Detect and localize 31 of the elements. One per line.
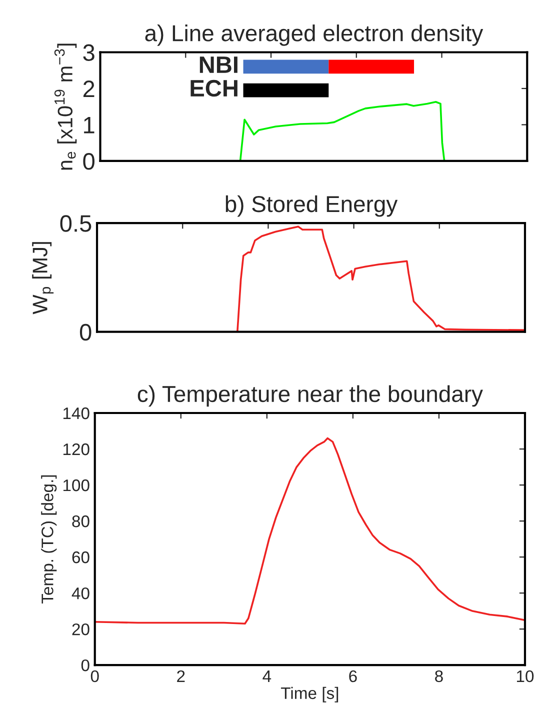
- x-tick-label: 6: [349, 670, 357, 682]
- series-label: ECH: [190, 80, 238, 97]
- y-tick-label: 3: [83, 44, 94, 62]
- y-axis-title: W$_{p}$ [MJ]: [32, 242, 54, 314]
- y-tick-label: 0: [83, 153, 94, 170]
- y-tick-label: 80: [72, 515, 90, 528]
- y-axis-title: Temp. (TC) [deg.]: [41, 475, 57, 604]
- y-tick-label: 1: [84, 117, 94, 134]
- line-series: [236, 226, 525, 332]
- y-tick-label: 0.5: [60, 215, 92, 232]
- y-tick-label: 20: [72, 623, 90, 636]
- y-tick-label: 40: [72, 587, 90, 600]
- chart-title: c) Temperature near the boundary: [138, 385, 483, 407]
- y-tick-label: 60: [72, 551, 90, 564]
- y-tick-label: 0: [81, 659, 90, 672]
- chart-title: a) Line averaged electron density: [145, 24, 484, 46]
- line-series: [239, 100, 446, 161]
- line-series: [94, 437, 525, 625]
- y-tick-label: 120: [63, 443, 90, 456]
- x-tick-label: 4: [262, 670, 272, 682]
- chart-title: b) Stored Energy: [226, 195, 398, 217]
- y-tick-label: 0: [80, 324, 92, 341]
- x-tick-label: 8: [435, 670, 443, 682]
- x-tick-label: 2: [177, 670, 185, 682]
- y-tick-label: 2: [83, 80, 94, 98]
- series-label: NBI: [200, 56, 238, 73]
- x-tick-label: 10: [516, 670, 534, 682]
- y-tick-label: 140: [63, 407, 90, 420]
- y-axis-title: n$_{e}$ [x10$^{19}$ m$^{−3}$]: [54, 44, 77, 170]
- y-tick-label: 100: [63, 479, 90, 492]
- x-axis-title: Time [s]: [280, 686, 338, 702]
